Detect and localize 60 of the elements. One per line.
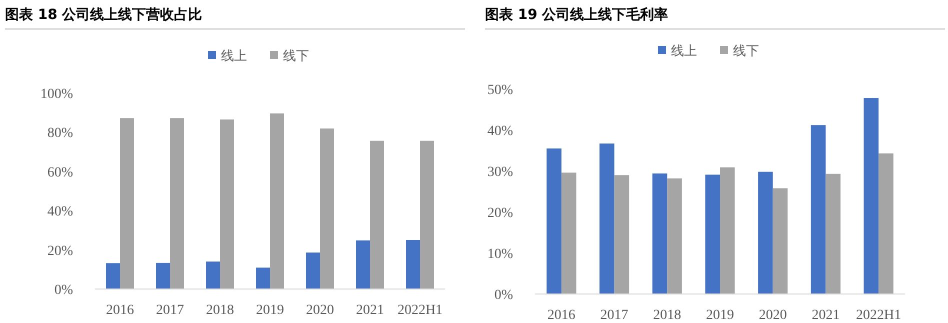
x-tick-label: 2019 [706,308,734,323]
bar [667,178,682,294]
x-tick-label: 2022H1 [856,308,902,323]
x-tick-label: 2019 [256,303,284,318]
chart-title: 图表 18 公司线上线下营收占比 [5,7,202,23]
y-tick-label: 10% [487,247,514,262]
bar [106,263,120,289]
x-tick-label: 2018 [653,308,682,323]
y-tick-label: 50% [487,83,514,98]
bar [878,153,894,294]
y-tick-label: 60% [47,165,74,180]
x-tick-label: 2020 [306,303,334,318]
bar [758,172,773,294]
y-tick-label: 20% [487,206,514,221]
bar [406,240,420,289]
bar [546,148,562,294]
bar [320,128,334,289]
y-tick-label: 100% [40,87,74,102]
legend-label: 线上 [671,44,697,59]
x-tick-label: 2021 [812,308,840,323]
x-tick-label: 2017 [600,308,628,323]
bar [652,173,668,294]
x-tick-label: 2016 [547,308,576,323]
x-tick-label: 2022H1 [397,303,443,318]
bar [370,140,384,289]
x-tick-label: 2021 [356,303,384,318]
y-tick-label: 80% [47,126,74,142]
bar [306,252,320,289]
legend-label: 线上 [221,49,247,64]
bar [256,268,270,289]
y-tick-label: 0% [54,283,74,298]
bar [120,118,134,289]
x-tick-label: 2016 [106,303,134,318]
y-tick-label: 40% [47,204,74,220]
bar [614,175,630,294]
y-tick-label: 20% [47,244,74,259]
bar [270,113,284,289]
bar [810,125,826,294]
y-tick-label: 0% [494,288,514,303]
bar [206,262,220,289]
bar [420,140,434,289]
bar [356,240,370,289]
legend-label: 线下 [733,44,759,59]
bar [772,188,788,294]
bar [864,98,879,294]
x-tick-label: 2018 [206,303,234,318]
bar [170,118,184,289]
y-tick-label: 30% [487,165,514,180]
bar [156,262,170,289]
x-tick-label: 2017 [156,303,184,318]
legend-label: 线下 [283,49,309,64]
bar [720,167,735,294]
bar [561,172,576,294]
chart-title: 图表 19 公司线上线下毛利率 [485,6,668,23]
bar [705,174,720,294]
y-tick-label: 40% [487,124,514,139]
bar [599,144,614,294]
bar [826,174,841,294]
x-tick-label: 2020 [758,308,787,323]
bar [220,119,234,289]
